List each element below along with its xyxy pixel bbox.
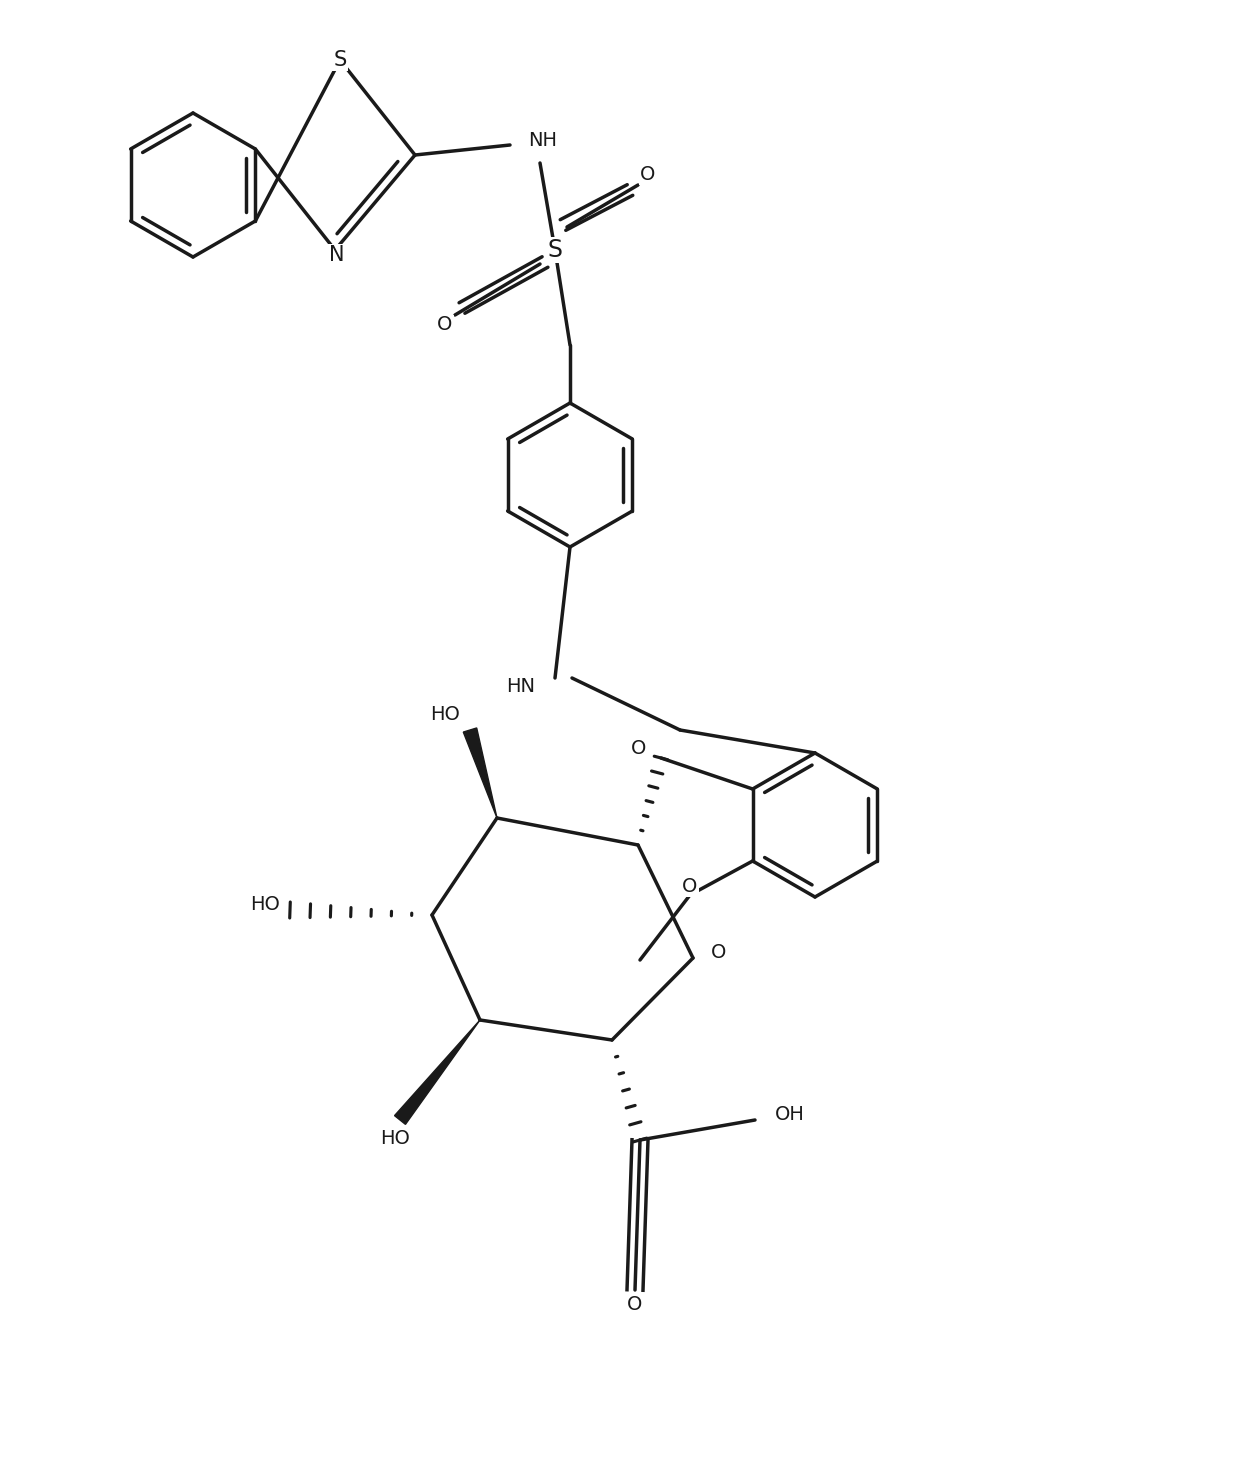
Text: HO: HO <box>430 705 460 724</box>
Text: O: O <box>710 943 727 962</box>
Text: O: O <box>627 1295 642 1314</box>
Polygon shape <box>395 1021 479 1124</box>
Text: OH: OH <box>775 1105 805 1124</box>
Polygon shape <box>463 729 497 818</box>
Text: O: O <box>641 165 656 184</box>
Text: O: O <box>437 315 452 334</box>
Text: NH: NH <box>528 130 556 149</box>
Text: HN: HN <box>505 676 535 695</box>
Text: HO: HO <box>380 1129 410 1148</box>
Text: S: S <box>333 50 347 70</box>
Text: HO: HO <box>250 895 279 914</box>
Text: S: S <box>548 238 563 261</box>
Text: O: O <box>631 739 646 758</box>
Text: N: N <box>329 245 345 266</box>
Text: O: O <box>682 877 698 896</box>
